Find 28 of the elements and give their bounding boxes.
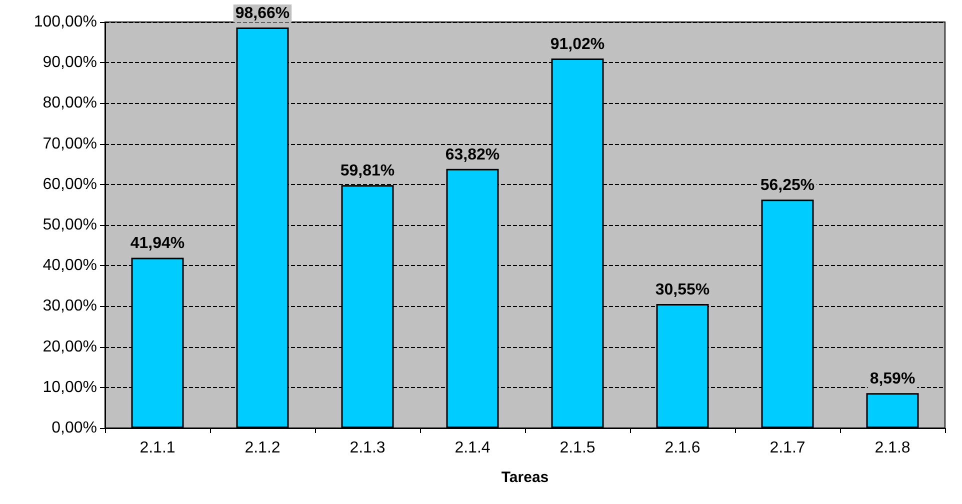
x-tick-label: 2.1.8 <box>874 440 910 456</box>
data-label: 63,82% <box>445 146 500 164</box>
data-label: 91,02% <box>550 36 605 53</box>
x-tick-label: 2.1.7 <box>770 440 806 456</box>
x-tick-label: 2.1.5 <box>560 440 596 456</box>
y-tick-label: 30,00% <box>42 298 97 315</box>
y-tick-label: 20,00% <box>42 338 97 356</box>
y-tick-label: 50,00% <box>42 216 97 234</box>
x-axis-title: Tareas <box>501 469 549 486</box>
y-tick-label: 10,00% <box>42 378 97 396</box>
x-tick-label: 2.1.6 <box>664 440 700 456</box>
data-label: 41,94% <box>130 235 185 252</box>
data-label: 56,25% <box>760 177 815 194</box>
x-tick-label: 2.1.2 <box>244 440 280 456</box>
data-label: 8,59% <box>870 370 916 388</box>
data-label: 30,55% <box>655 281 710 298</box>
y-tick-label: 90,00% <box>42 54 97 72</box>
x-tick-label: 2.1.3 <box>350 440 386 456</box>
y-tick-label: 0,00% <box>52 420 97 436</box>
x-tick-label: 2.1.4 <box>454 440 490 456</box>
y-tick-label: 80,00% <box>42 94 97 112</box>
data-label: 98,66% <box>235 4 290 22</box>
x-tick-label: 2.1.1 <box>140 440 176 456</box>
y-tick-label: 60,00% <box>42 176 97 193</box>
y-tick-label: 40,00% <box>42 257 97 274</box>
y-tick-label: 100,00% <box>34 14 97 30</box>
data-label: 59,81% <box>340 162 395 180</box>
y-tick-label: 70,00% <box>42 135 97 152</box>
